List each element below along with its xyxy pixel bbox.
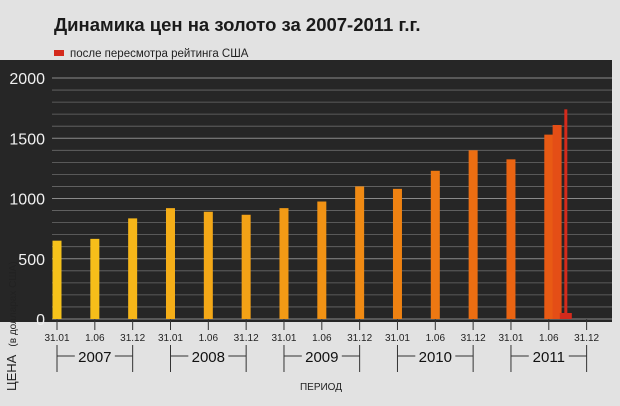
x-tick-label: 31.01	[158, 333, 183, 344]
bar	[279, 208, 289, 319]
bar	[552, 124, 562, 320]
bar	[317, 201, 327, 319]
x-tick-label: 31.12	[574, 333, 599, 344]
year-groups: 2007 2008 2009 2010 2011	[56, 345, 588, 372]
bar	[355, 186, 365, 319]
x-tick-label: 31.01	[498, 333, 523, 344]
bar	[90, 238, 100, 319]
x-tick-label: 31.12	[347, 333, 372, 344]
year-label: 2007	[78, 349, 111, 366]
y-axis-label: ЦЕНА (в долларах США)	[4, 261, 19, 391]
chart-title: Динамика цен на золото за 2007-2011 г.г.	[54, 14, 420, 35]
legend-swatch	[54, 50, 64, 56]
y-axis-ticks: 0 500 1000 1500 2000	[9, 71, 45, 329]
x-tick-label: 1.06	[199, 333, 219, 344]
bar-highlight-band	[559, 313, 572, 319]
x-tick-label: 31.12	[234, 333, 259, 344]
bar	[506, 159, 516, 319]
gridlines	[52, 77, 612, 320]
y-tick-label: 1000	[9, 192, 45, 209]
bar	[430, 170, 440, 319]
bar	[392, 188, 402, 319]
y-tick-label: 0	[36, 312, 45, 329]
x-tick-label: 31.12	[461, 333, 486, 344]
y-axis-label-sub: (в долларах США)	[8, 261, 19, 346]
x-axis-ticks: 31.01 1.06 31.12 31.01 1.06 31.12 31.01 1.06 31.…	[44, 319, 600, 344]
x-axis-label: ПЕРИОД	[300, 382, 342, 393]
x-tick-label: 31.12	[120, 333, 145, 344]
bar	[468, 150, 478, 319]
year-label: 2008	[192, 349, 225, 366]
bar	[564, 109, 568, 319]
bar	[544, 134, 554, 319]
y-tick-label: 1500	[9, 131, 45, 148]
year-label: 2011	[533, 349, 565, 366]
year-label: 2009	[305, 349, 338, 366]
y-tick-label: 500	[18, 252, 45, 269]
x-tick-label: 1.06	[426, 333, 446, 344]
year-label: 2010	[419, 349, 452, 366]
x-tick-label: 31.01	[385, 333, 410, 344]
y-axis-label-main: ЦЕНА	[4, 354, 19, 391]
x-tick-label: 1.06	[312, 333, 332, 344]
bar	[203, 211, 213, 319]
bars	[52, 109, 572, 320]
x-tick-label: 1.06	[539, 333, 559, 344]
y-tick-label: 2000	[9, 71, 45, 88]
x-tick-label: 1.06	[85, 333, 105, 344]
legend-label: после пересмотра рейтинга США	[70, 48, 249, 60]
bar	[165, 208, 175, 319]
x-tick-label: 31.01	[44, 333, 69, 344]
x-tick-label: 31.01	[271, 333, 296, 344]
bar	[128, 218, 138, 319]
bar	[52, 240, 62, 319]
bar	[241, 214, 251, 319]
